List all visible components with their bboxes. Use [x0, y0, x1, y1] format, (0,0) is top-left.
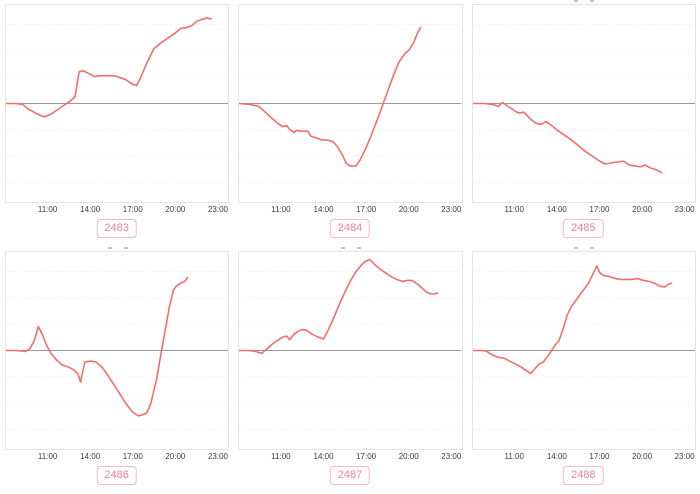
x-axis-tick-label: 23:00 [674, 205, 695, 214]
x-axis-tick-label: 23:00 [441, 452, 462, 461]
x-axis-tick-label: 14:00 [546, 452, 567, 461]
x-axis-tick-label: 20:00 [632, 452, 653, 461]
x-axis-tick-label: 14:00 [80, 205, 101, 214]
chart-id-tag[interactable]: 2488 [563, 466, 604, 485]
x-axis: 11:00 14:00 17:00 20:00 23:00 [472, 205, 696, 217]
x-axis-tick-label: 11:00 [504, 205, 524, 214]
x-axis: 11:00 14:00 17:00 20:00 23:00 [238, 205, 462, 217]
line-chart-svg [239, 24, 462, 183]
x-axis-tick-label: 20:00 [165, 205, 186, 214]
chart-id-tag[interactable]: 2484 [329, 219, 371, 238]
chart-cell-2487: 11:00 14:00 17:00 20:00 23:00 2487 [233, 247, 466, 494]
chart-id-tag[interactable]: 2487 [329, 466, 371, 485]
chart-plot-area[interactable] [5, 4, 230, 203]
x-axis-tick-label: 17:00 [589, 205, 610, 214]
x-axis-tick-label: 23:00 [207, 452, 228, 461]
chart-plot-area[interactable] [471, 4, 696, 203]
x-axis-tick-label: 17:00 [356, 205, 377, 214]
x-axis: 11:00 14:00 17:00 20:00 23:00 [238, 452, 462, 464]
line-chart-svg [472, 24, 695, 183]
x-axis-tick-label: 14:00 [313, 452, 334, 461]
clipped-title-fragment [0, 247, 233, 250]
x-axis: 11:00 14:00 17:00 20:00 23:00 [5, 452, 229, 464]
x-axis-tick-label: 23:00 [441, 205, 462, 214]
line-chart-svg [6, 271, 229, 430]
chart-cell-2484: 11:00 14:00 17:00 20:00 23:00 2484 [233, 0, 466, 247]
chart-cell-2485: 11:00 14:00 17:00 20:00 23:00 2485 [467, 0, 700, 247]
x-axis-tick-label: 11:00 [504, 452, 524, 461]
chart-cell-2488: 11:00 14:00 17:00 20:00 23:00 2488 [467, 247, 700, 494]
x-axis-tick-label: 20:00 [398, 452, 419, 461]
x-axis-tick-label: 17:00 [356, 452, 377, 461]
x-axis-tick-label: 14:00 [80, 452, 101, 461]
x-axis-tick-label: 17:00 [122, 452, 143, 461]
x-axis-tick-label: 11:00 [271, 452, 291, 461]
x-axis: 11:00 14:00 17:00 20:00 23:00 [472, 452, 696, 464]
x-axis-tick-label: 20:00 [398, 205, 419, 214]
chart-plot-area[interactable] [471, 251, 696, 450]
x-axis-tick-label: 17:00 [122, 205, 143, 214]
chart-plot-area[interactable] [238, 251, 463, 450]
chart-plot-area[interactable] [5, 251, 230, 450]
x-axis: 11:00 14:00 17:00 20:00 23:00 [5, 205, 229, 217]
chart-id-tag[interactable]: 2486 [96, 466, 137, 485]
line-chart-svg [239, 258, 462, 430]
chart-cell-2486: 11:00 14:00 17:00 20:00 23:00 2486 [0, 247, 233, 494]
x-axis-tick-label: 11:00 [271, 205, 291, 214]
x-axis-tick-label: 14:00 [313, 205, 334, 214]
x-axis-tick-label: 11:00 [37, 205, 58, 214]
x-axis-tick-label: 20:00 [165, 452, 186, 461]
x-axis-tick-label: 20:00 [632, 205, 653, 214]
chart-plot-area[interactable] [238, 4, 463, 203]
chart-cell-2483: 11:00 14:00 17:00 20:00 23:00 2483 [0, 0, 233, 247]
line-chart-svg [472, 265, 695, 430]
chart-id-tag[interactable]: 2485 [563, 219, 604, 238]
x-axis-tick-label: 11:00 [37, 452, 58, 461]
x-axis-tick-label: 17:00 [589, 452, 610, 461]
x-axis-tick-label: 23:00 [207, 205, 228, 214]
x-axis-tick-label: 23:00 [674, 452, 695, 461]
x-axis-tick-label: 14:00 [546, 205, 567, 214]
chart-id-tag[interactable]: 2483 [96, 219, 137, 238]
clipped-title-fragment [233, 247, 466, 250]
clipped-title-fragment [467, 247, 700, 250]
clipped-title-fragment [467, 0, 700, 3]
line-chart-svg [6, 17, 229, 183]
